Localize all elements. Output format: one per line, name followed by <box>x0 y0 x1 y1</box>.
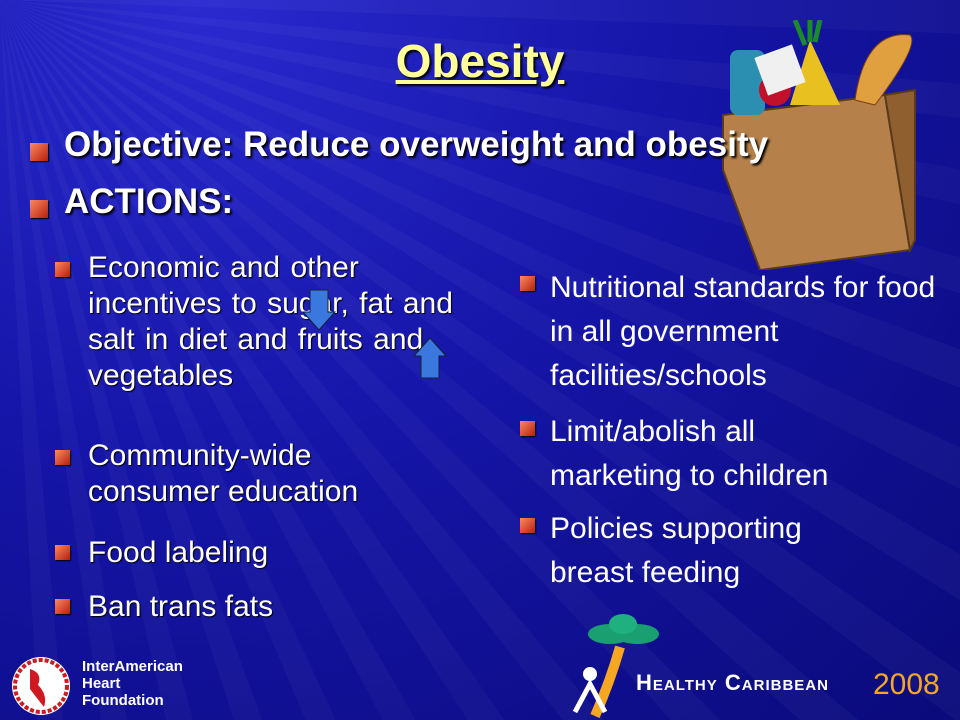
heading: Objective: Reduce overweight and obesity <box>64 125 769 164</box>
bullet <box>55 450 70 465</box>
list-item: Policies supporting breast feeding <box>550 512 802 589</box>
bullet <box>55 599 70 614</box>
list-item: Ban trans fats <box>88 590 274 623</box>
iahf-logo-icon <box>12 657 70 715</box>
logo-text: InterAmerican <box>82 658 183 675</box>
logo-text: Foundation <box>82 692 164 709</box>
logo-year: 2008 <box>873 668 940 701</box>
iahf-logo-text: InterAmerican Heart Foundation <box>82 658 183 709</box>
list-item: Community-wide consumer education <box>88 439 359 508</box>
down-arrow-icon <box>302 289 336 331</box>
title: Obesity <box>395 35 565 87</box>
list-item: Nutritional standards for food in all go… <box>550 271 936 392</box>
bullet <box>520 276 535 291</box>
bullet <box>55 262 70 277</box>
list-item: Economic and other incentives to sugar, … <box>88 251 453 392</box>
bullet <box>520 518 535 533</box>
heading: ACTIONS: <box>64 182 234 221</box>
bullet <box>55 545 70 560</box>
bullet <box>520 421 535 436</box>
list-item: Food labeling <box>88 536 269 569</box>
healthy-caribbean-icon <box>572 614 659 718</box>
bullet <box>30 200 48 218</box>
logo-text: Heart <box>82 675 121 692</box>
bullet <box>30 143 48 161</box>
list-item: Limit/abolish all marketing to children <box>550 415 829 492</box>
logo-text: Healthy Caribbean <box>636 670 829 695</box>
grocery-bag-icon <box>722 20 916 270</box>
up-arrow-icon <box>413 337 447 379</box>
